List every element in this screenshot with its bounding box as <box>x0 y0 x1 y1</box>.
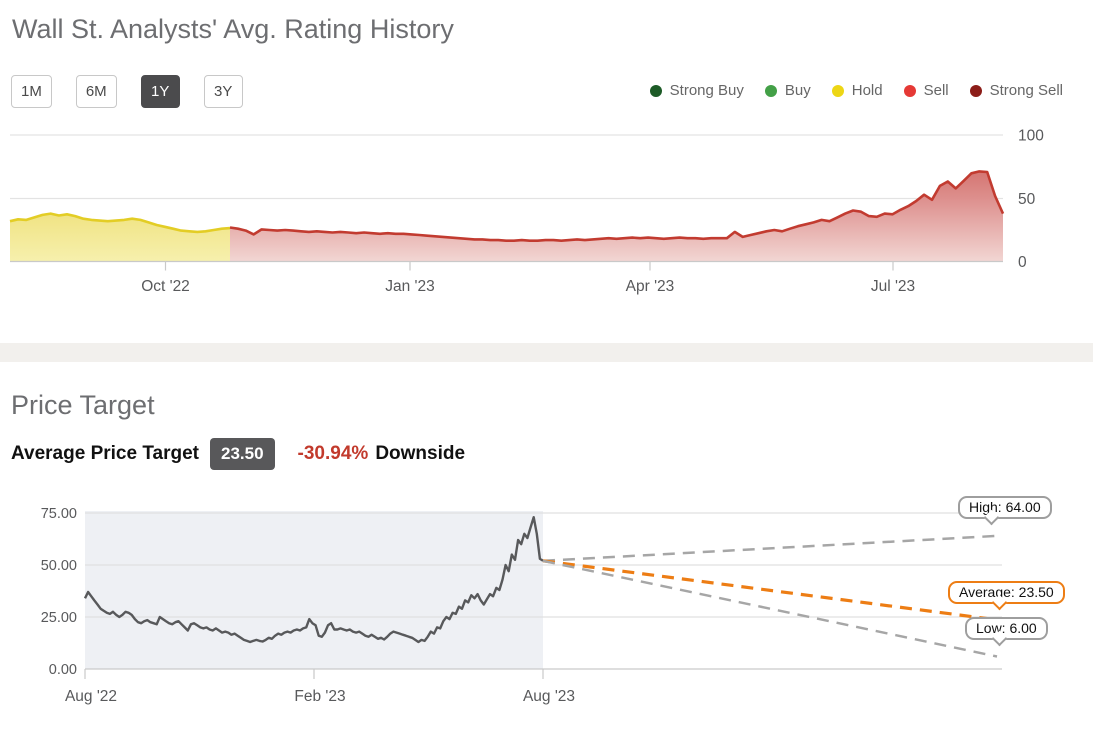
high-projection-line <box>542 534 998 563</box>
buy-dot-icon <box>764 84 777 97</box>
legend-label: Strong Buy <box>669 82 744 99</box>
legend-item-hold: Hold <box>831 82 883 99</box>
x-axis-label: Jan '23 <box>385 278 435 295</box>
hold-dot-icon <box>831 84 844 97</box>
legend-label: Sell <box>923 82 949 99</box>
price-target-title: Price Target <box>11 390 155 420</box>
y-axis-label: 50 <box>1018 191 1036 208</box>
legend-label: Buy <box>784 82 811 99</box>
legend-label: Hold <box>851 82 883 99</box>
y-axis-label: 0 <box>1018 254 1027 271</box>
sell-area <box>230 171 1003 262</box>
sell-line <box>229 170 1005 242</box>
sell-dot-icon <box>903 84 916 97</box>
y-axis-label: 75.00 <box>41 506 77 522</box>
price-target-chart[interactable]: Aug '22 Feb '23 Aug '23 75.00 50.00 25.00 0.00 <box>0 488 1093 730</box>
hold-line <box>9 212 231 234</box>
range-button-1m[interactable]: 1M <box>11 75 52 108</box>
section-divider <box>0 343 1093 362</box>
legend-item-strong-buy: Strong Buy <box>649 82 744 99</box>
legend-label: Strong Sell <box>989 82 1063 99</box>
rating-history-chart[interactable]: Oct '22 Jan '23 Apr '23 Jul '23 100 50 0 <box>0 120 1093 305</box>
strong-sell-dot-icon <box>969 84 982 97</box>
downside-percent: -30.94% <box>297 443 369 464</box>
range-button-1y[interactable]: 1Y <box>140 75 180 108</box>
low-projection-line <box>542 559 998 658</box>
average-price-target-badge: 23.50 <box>209 438 275 470</box>
x-axis-label: Apr '23 <box>626 278 675 295</box>
range-button-6m[interactable]: 6M <box>75 75 117 108</box>
rating-legend: Strong Buy Buy Hold Sell Strong Sell <box>649 82 1063 99</box>
range-button-3y[interactable]: 3Y <box>203 75 243 108</box>
y-axis-label: 100 <box>1018 128 1044 145</box>
average-target-callout: Average: 23.50 <box>948 581 1065 604</box>
history-shade <box>85 511 543 669</box>
x-axis-label: Aug '23 <box>523 688 575 705</box>
strong-buy-dot-icon <box>649 84 662 97</box>
average-price-target-label: Average Price Target <box>11 443 199 464</box>
range-button-group: 1M 6M 1Y 3Y <box>11 75 243 108</box>
downside-label: Downside <box>375 443 466 464</box>
average-price-target-row: Average Price Target 23.50 -30.94% Downs… <box>11 438 465 470</box>
x-axis-label: Jul '23 <box>871 278 915 295</box>
high-target-callout: High: 64.00 <box>958 496 1052 519</box>
rating-history-title: Wall St. Analysts' Avg. Rating History <box>12 14 454 44</box>
x-axis-label: Oct '22 <box>141 278 190 295</box>
hold-area <box>10 213 230 262</box>
legend-item-sell: Sell <box>903 82 949 99</box>
legend-item-strong-sell: Strong Sell <box>969 82 1063 99</box>
y-axis-label: 50.00 <box>41 558 77 574</box>
price-history-line <box>83 516 544 644</box>
y-axis-label: 25.00 <box>41 610 77 626</box>
y-axis-label: 0.00 <box>49 662 77 678</box>
average-projection-line <box>542 559 1000 622</box>
x-axis-label: Aug '22 <box>65 688 117 705</box>
x-axis-label: Feb '23 <box>294 688 345 705</box>
low-target-callout: Low: 6.00 <box>965 617 1048 640</box>
legend-item-buy: Buy <box>764 82 811 99</box>
